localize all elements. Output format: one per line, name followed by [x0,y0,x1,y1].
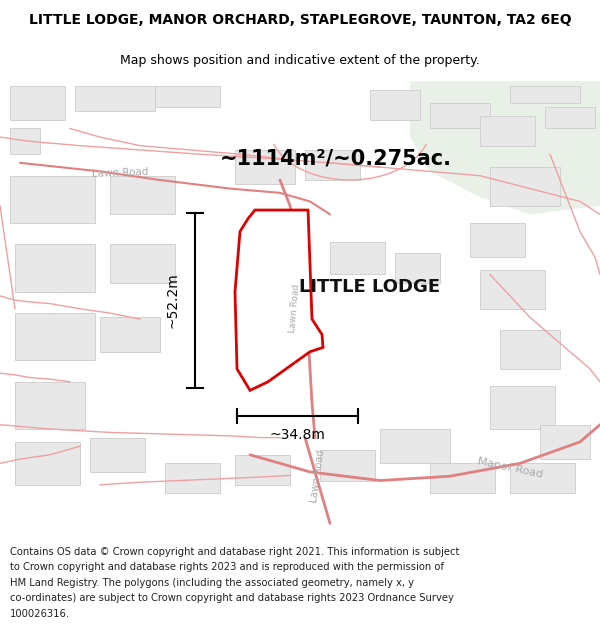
Polygon shape [410,81,600,214]
Bar [540,425,590,459]
Bar [370,90,420,120]
Bar [10,176,95,223]
Bar [480,270,545,309]
Bar [470,223,525,258]
Bar [15,442,80,485]
Bar [545,107,595,129]
Text: Contains OS data © Crown copyright and database right 2021. This information is : Contains OS data © Crown copyright and d… [10,546,460,556]
Bar [110,244,175,283]
Bar [510,86,580,102]
Text: Manor Road: Manor Road [476,456,544,479]
Bar [235,455,290,485]
Bar [75,86,155,111]
Text: 100026316.: 100026316. [10,609,70,619]
Bar [10,86,65,120]
Text: to Crown copyright and database rights 2023 and is reproduced with the permissio: to Crown copyright and database rights 2… [10,562,444,572]
Bar [155,86,220,107]
Bar [430,102,490,129]
Bar [490,386,555,429]
Text: Lawn Road: Lawn Road [310,449,326,503]
Text: LITTLE LODGE, MANOR ORCHARD, STAPLEGROVE, TAUNTON, TA2 6EQ: LITTLE LODGE, MANOR ORCHARD, STAPLEGROVE… [29,13,571,28]
Bar [15,313,95,360]
Bar [395,253,440,283]
Bar [330,242,385,274]
Bar [90,438,145,472]
Polygon shape [235,210,323,391]
Bar [15,244,95,292]
Bar [165,463,220,493]
Text: ~52.2m: ~52.2m [166,272,180,328]
Bar [430,463,495,493]
Text: ~1114m²/~0.275ac.: ~1114m²/~0.275ac. [220,149,452,169]
Bar [110,176,175,214]
Text: co-ordinates) are subject to Crown copyright and database rights 2023 Ordnance S: co-ordinates) are subject to Crown copyr… [10,593,454,603]
Text: Lawn Road: Lawn Road [92,167,148,179]
Text: HM Land Registry. The polygons (including the associated geometry, namely x, y: HM Land Registry. The polygons (includin… [10,578,414,587]
Text: ~34.8m: ~34.8m [269,428,325,442]
Bar [480,116,535,146]
Bar [500,330,560,369]
Bar [235,150,295,184]
Bar [490,167,560,206]
Text: Map shows position and indicative extent of the property.: Map shows position and indicative extent… [120,54,480,68]
Bar [305,150,360,180]
Bar [510,463,575,493]
Bar [100,318,160,352]
Bar [320,451,375,481]
Bar [10,129,40,154]
Text: Lawn Road: Lawn Road [289,284,302,334]
Bar [15,382,85,429]
Text: LITTLE LODGE: LITTLE LODGE [299,278,440,296]
Bar [380,429,450,463]
